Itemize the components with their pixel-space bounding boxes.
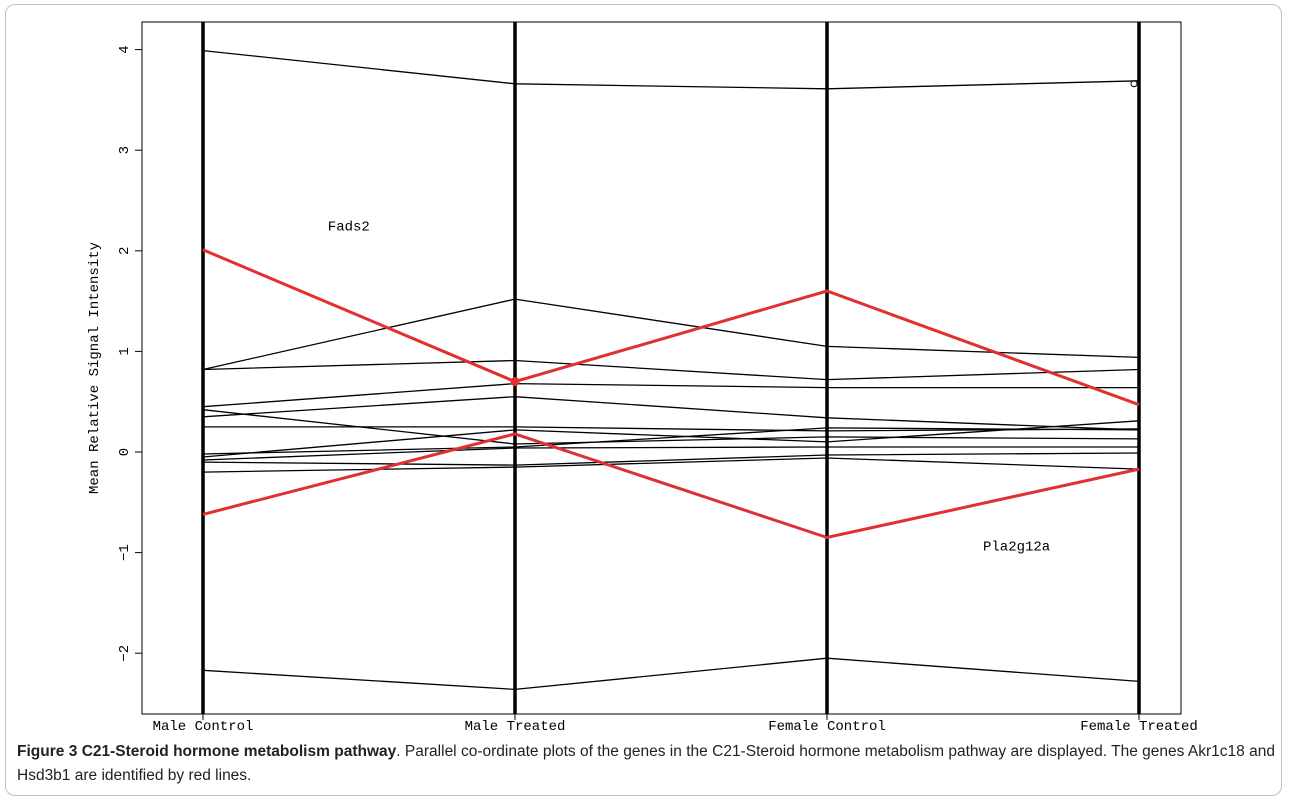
y-tick-label: −2 bbox=[117, 645, 133, 662]
series-line-1 bbox=[202, 49, 1140, 90]
series-line-11 bbox=[202, 452, 1140, 466]
series-line-13 bbox=[202, 657, 1140, 691]
y-tick-label: 3 bbox=[117, 146, 133, 154]
series-line-3 bbox=[202, 359, 1140, 381]
plot-area bbox=[141, 21, 1182, 715]
y-tick-label: 0 bbox=[117, 448, 133, 456]
highlight-point-marker bbox=[510, 377, 520, 387]
y-axis-label: Mean Relative Signal Intensity bbox=[87, 242, 103, 494]
figure-caption: Figure 3 C21-Steroid hormone metabolism … bbox=[17, 740, 1275, 788]
figure-frame bbox=[5, 4, 1282, 796]
highlight-series-line-14 bbox=[202, 248, 1140, 407]
series-line-9 bbox=[202, 420, 1140, 458]
annotations: Fads2 Pla2g12a bbox=[328, 220, 1050, 556]
y-axis: −2 −1 0 1 2 3 4 bbox=[117, 45, 142, 662]
y-tick-label: 4 bbox=[117, 45, 133, 53]
series-line-10 bbox=[202, 446, 1139, 461]
highlight-series-line-15 bbox=[202, 432, 1140, 540]
x-axis: Male Control Male Treated Female Control Fe… bbox=[153, 714, 1198, 735]
series-layer bbox=[202, 49, 1140, 691]
x-tick-label: Female Control bbox=[768, 719, 886, 735]
x-tick-label: Female Treated bbox=[1080, 719, 1198, 735]
y-tick-label: −1 bbox=[117, 544, 133, 561]
y-tick-label: 1 bbox=[117, 347, 133, 355]
series-line-4 bbox=[202, 382, 1139, 408]
axes-layer bbox=[201, 22, 1141, 714]
series-line-5 bbox=[202, 396, 1140, 431]
x-tick-label: Male Control bbox=[153, 719, 254, 735]
gene-annotation-label: Pla2g12a bbox=[983, 540, 1050, 556]
point-marker bbox=[1130, 80, 1138, 88]
series-line-2 bbox=[202, 298, 1140, 371]
caption-title: Figure 3 C21-Steroid hormone metabolism … bbox=[17, 743, 397, 760]
series-line-8 bbox=[202, 427, 1140, 455]
gene-annotation-label: Fads2 bbox=[328, 220, 370, 236]
series-line-7 bbox=[202, 409, 1140, 445]
caption-text: . Parallel co-ordinate plots of the gene… bbox=[17, 743, 1276, 784]
series-line-12 bbox=[202, 457, 1140, 473]
y-tick-label: 2 bbox=[117, 247, 133, 255]
x-tick-label: Male Treated bbox=[465, 719, 566, 735]
